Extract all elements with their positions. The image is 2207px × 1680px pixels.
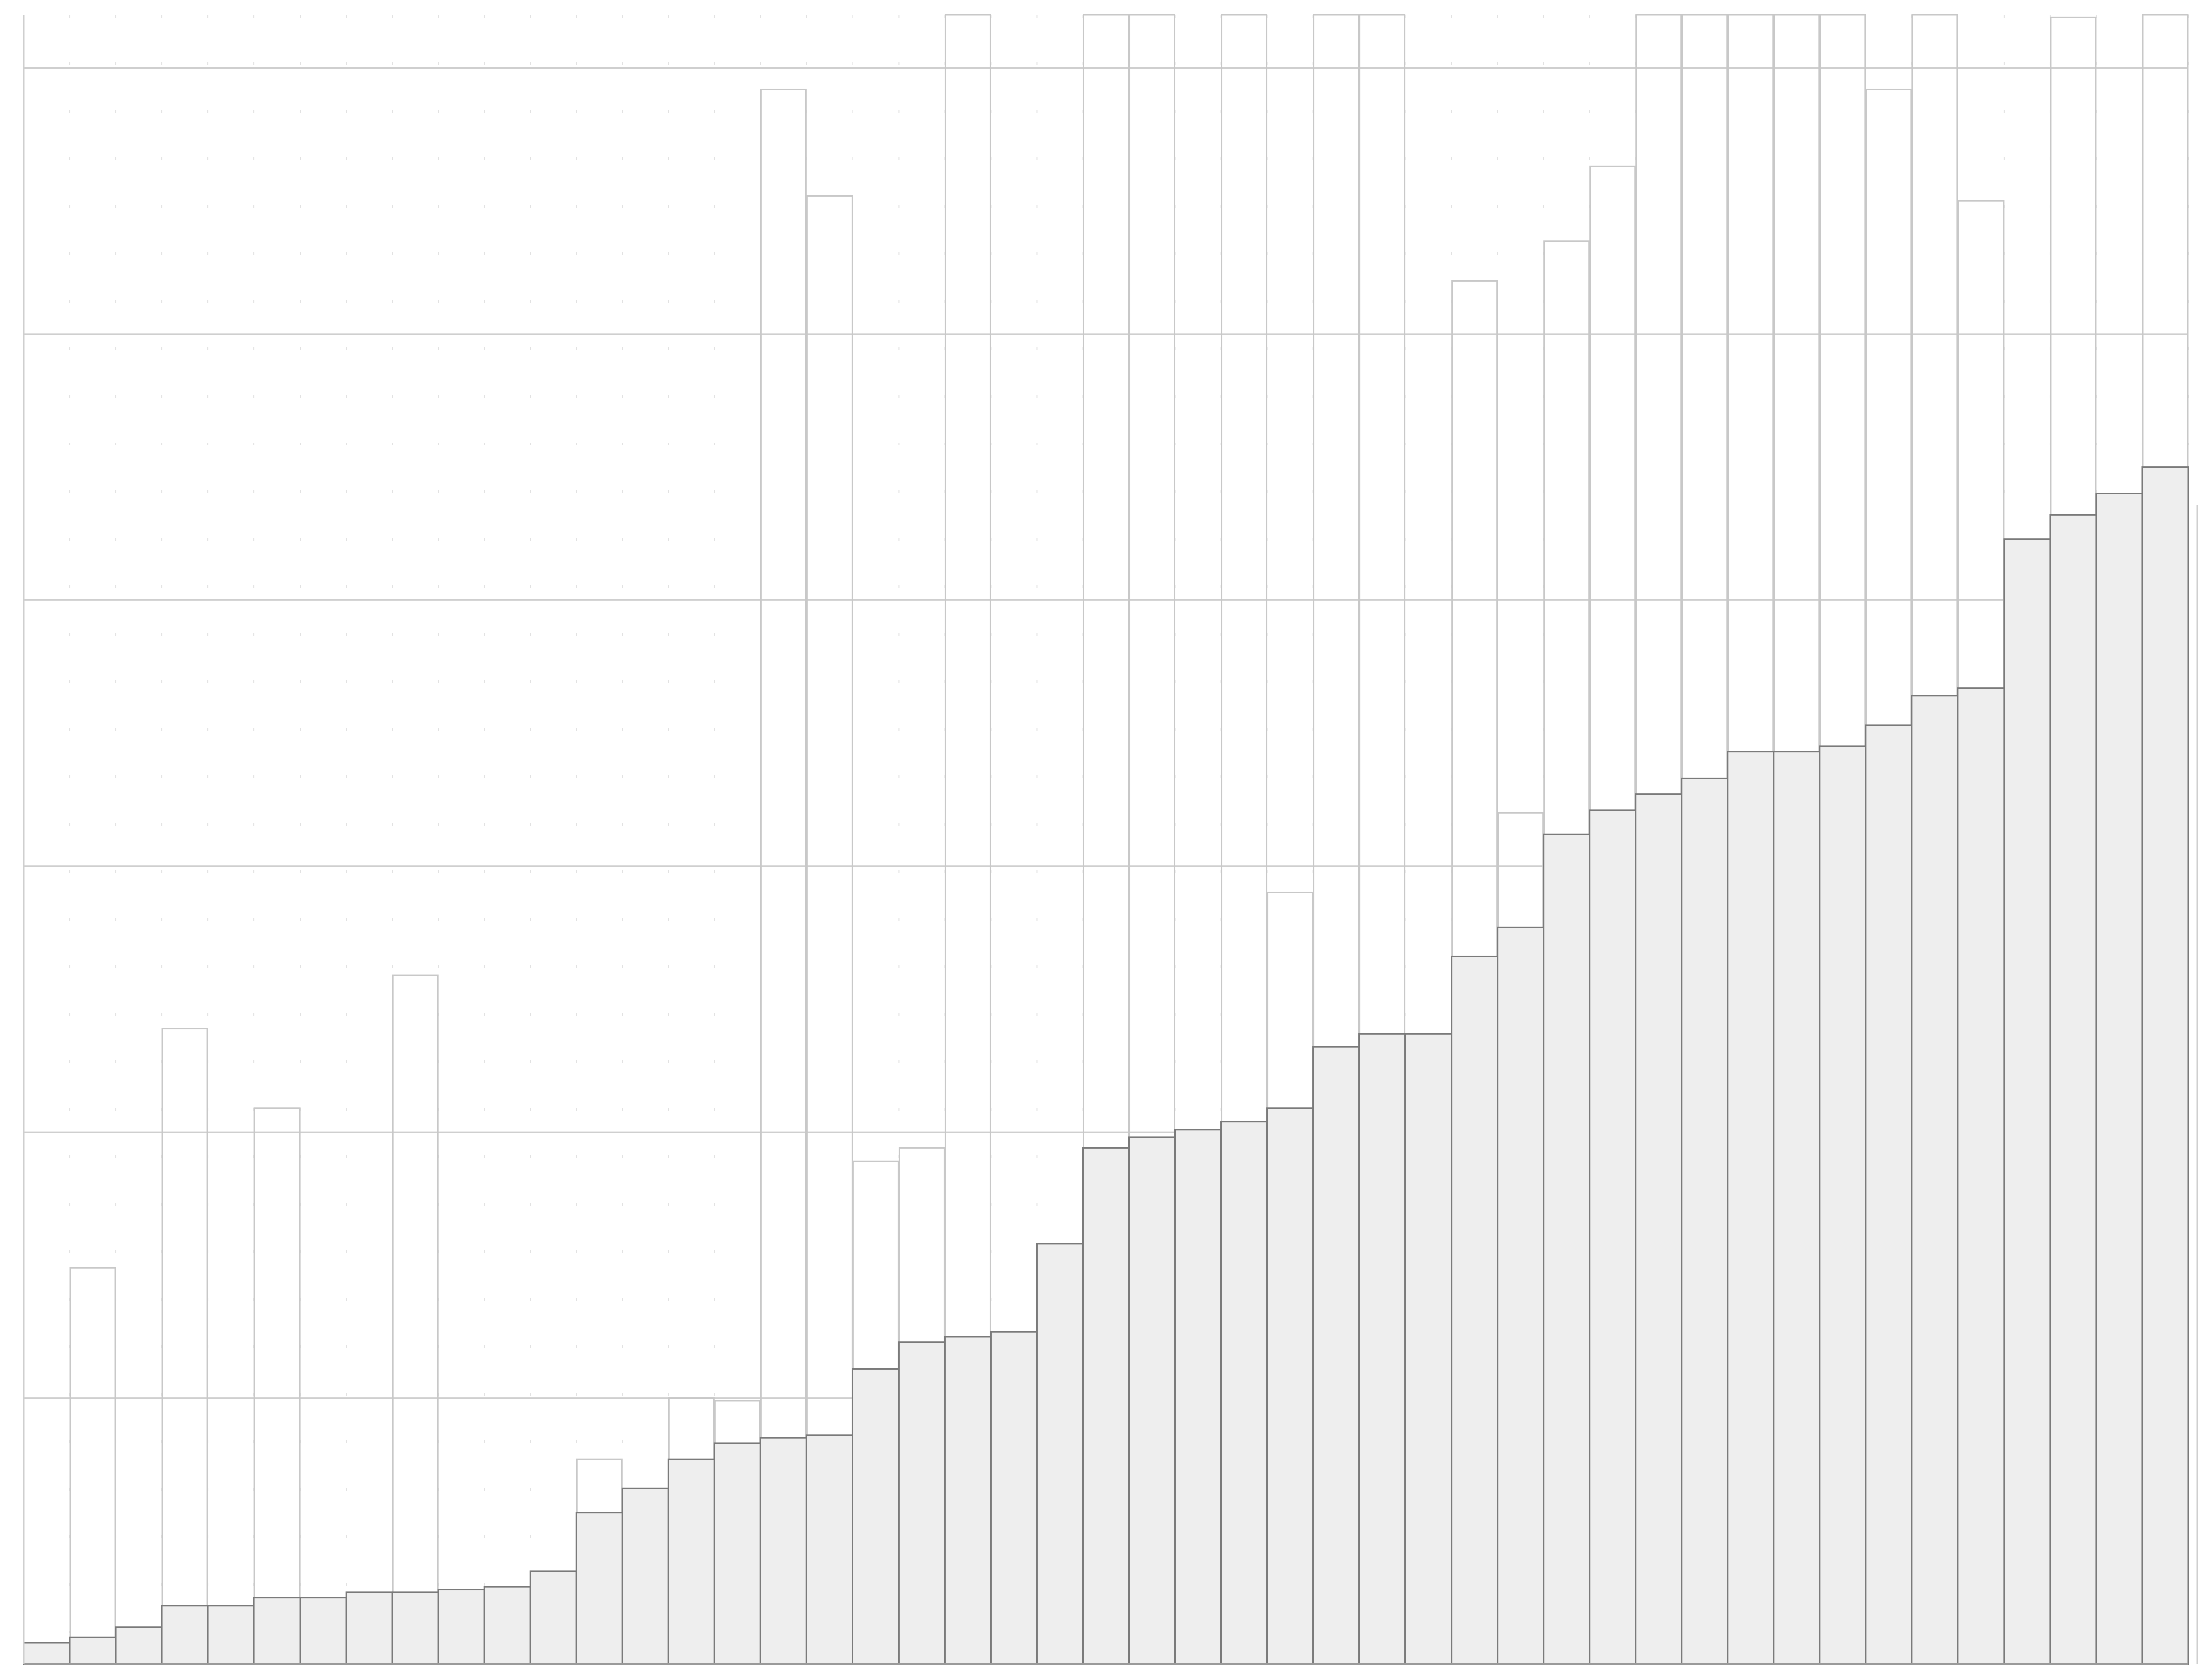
bar (898, 1341, 946, 1665)
bar (1543, 833, 1591, 1665)
bar (69, 1636, 117, 1665)
bar (529, 1570, 577, 1665)
bar (1451, 955, 1499, 1665)
bar (1312, 1046, 1360, 1665)
bar (1266, 1107, 1314, 1665)
bar (1957, 687, 2005, 1665)
filled-series (23, 466, 2189, 1665)
grid-lines (23, 15, 2189, 1664)
bar (115, 1626, 163, 1665)
bar (1635, 793, 1683, 1665)
bar (575, 1512, 623, 1665)
bar (1681, 777, 1729, 1665)
bar (483, 1586, 531, 1665)
bar (944, 1336, 992, 1665)
bar (1911, 695, 1959, 1665)
bar (23, 1642, 71, 1665)
bar (1082, 1147, 1130, 1665)
bar (713, 1442, 761, 1665)
bar (207, 1605, 255, 1665)
bar (1865, 724, 1913, 1665)
bar (1174, 1129, 1222, 1665)
bar (161, 1605, 209, 1665)
bar (2049, 514, 2097, 1665)
bar (2095, 493, 2143, 1665)
bar (621, 1487, 669, 1665)
bar (1404, 1033, 1453, 1665)
bar (1220, 1121, 1268, 1665)
bar (1036, 1243, 1084, 1665)
bar (852, 1368, 900, 1665)
bar (345, 1591, 393, 1665)
bar (391, 1591, 439, 1665)
bar (1819, 745, 1867, 1665)
bar (759, 1437, 807, 1665)
bar (990, 1331, 1038, 1665)
bar (1773, 751, 1821, 1665)
bar (1497, 926, 1545, 1665)
axes (23, 15, 2198, 1665)
bar (805, 1434, 853, 1665)
bar (437, 1589, 485, 1665)
bar (2003, 538, 2051, 1665)
bar (667, 1458, 715, 1665)
bar (1727, 751, 1775, 1665)
bar (299, 1597, 347, 1665)
bar (2141, 466, 2189, 1665)
bar (1589, 809, 1637, 1665)
bar (253, 1597, 301, 1665)
bar (1358, 1033, 1406, 1665)
bar (1128, 1136, 1176, 1665)
